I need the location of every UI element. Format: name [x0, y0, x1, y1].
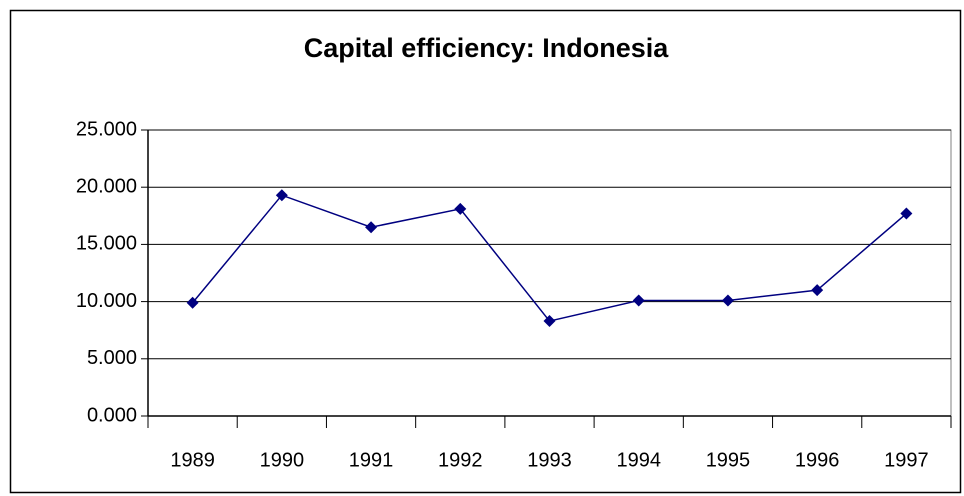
marker	[365, 221, 378, 234]
y-tick-label: 25.000	[76, 118, 137, 140]
marker	[900, 207, 913, 220]
x-tick-label: 1989	[170, 449, 215, 471]
chart-border	[9, 9, 962, 494]
y-tick-label: 10.000	[76, 290, 137, 312]
x-tick-label: 1997	[884, 449, 929, 471]
marker	[275, 189, 288, 202]
x-tick-label: 1992	[438, 449, 483, 471]
x-tick-label: 1995	[706, 449, 751, 471]
y-tick-label: 0.000	[87, 404, 137, 426]
marker	[186, 296, 199, 309]
marker	[632, 294, 645, 307]
y-tick-label: 15.000	[76, 233, 137, 255]
y-tick-label: 5.000	[87, 347, 137, 369]
x-tick-label: 1991	[349, 449, 394, 471]
x-tick-label: 1990	[260, 449, 305, 471]
chart-title: Capital efficiency: Indonesia	[304, 33, 670, 63]
x-tick-label: 1996	[795, 449, 840, 471]
y-tick-label: 20.000	[76, 175, 137, 197]
marker	[721, 294, 734, 307]
marker	[811, 284, 824, 297]
marker	[543, 315, 556, 328]
x-tick-label: 1993	[527, 449, 572, 471]
x-tick-label: 1994	[616, 449, 661, 471]
marker	[454, 202, 467, 215]
